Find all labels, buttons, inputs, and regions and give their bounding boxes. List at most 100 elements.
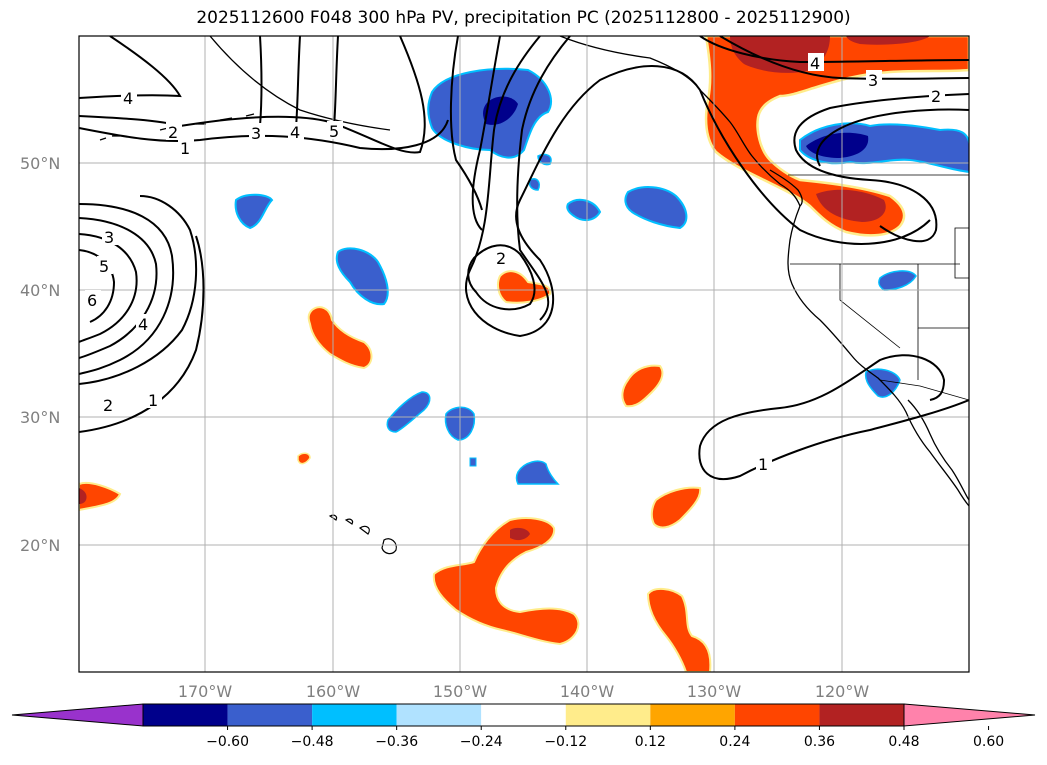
hawaii-maui [358,525,370,535]
lon-label: 160°W [306,682,361,701]
lat-label: 30°N [20,408,60,427]
contour-ridge-1 [449,36,483,211]
pos-patch-135w [621,364,664,408]
contour-e-1-low [816,108,969,167]
lon-label: 130°W [687,682,742,701]
neg-patch-dot [469,457,477,467]
positive-precip-patches [79,36,969,672]
lon-label: 120°W [815,682,870,701]
colorbar-tick-label: −0.48 [291,734,334,750]
pos-patch-133w [646,588,712,672]
pos-patch-hawaii-core [510,527,530,541]
contour-nw-4 [79,36,182,99]
colorbar-segment [650,704,735,726]
colorbar-extend-low [11,703,144,727]
latitude-labels: 50°N 40°N 30°N 20°N [20,154,60,555]
neg-patch-small-b [528,178,541,191]
pos-patch-hawaii-arc [432,517,580,646]
contour-trough-big [465,36,931,338]
contour-w-3 [79,249,116,323]
contour-label: 3 [104,228,114,247]
contour-label: 2 [168,123,178,142]
colorbar-tick-label: 0.24 [719,734,750,750]
colorbar-extend-high [903,703,1036,727]
contour-3 [259,36,263,127]
lat-label: 40°N [20,281,60,300]
colorbar-tick-label: 0.36 [804,734,835,750]
contour-e-3 [719,36,969,80]
contour-label: 4 [290,123,300,142]
coast-alaska-penin [209,36,391,131]
contour-label: 3 [868,71,878,90]
colorbar-tick-label: −0.24 [460,734,503,750]
coast-bc-alaska [559,36,801,207]
contour-label: 2 [931,87,941,106]
pos-patch-small-a [297,452,311,465]
contour-2-closed [467,244,536,311]
lon-label: 150°W [433,682,488,701]
contour-label: 5 [99,257,109,276]
map-title: 2025112600 F048 300 hPa PV, precipitatio… [196,8,851,28]
contour-label: 2 [103,396,113,415]
colorbar-segment [481,704,566,726]
neg-patch-135w [624,186,688,230]
neg-patch-166w [234,193,274,230]
contour-trough-2 [516,36,571,321]
longitude-labels: 170°W 160°W 150°W 140°W 130°W 120°W [178,682,870,701]
coast-west-us [787,205,969,507]
contour-w-4 [79,233,138,343]
contour-4 [295,36,301,129]
state-borders [788,174,969,401]
pos-patch-130w [650,486,702,529]
colorbar: −0.60 −0.48 −0.36 −0.24 −0.12 0.12 0.24 0.36 0.4… [11,703,1036,750]
neg-patch-gulf-core [483,96,518,125]
islands [99,113,397,555]
colorbar-segment [396,704,482,726]
contour-w-2 [79,195,198,385]
map-frame [78,35,970,673]
contour-label: 1 [148,391,158,410]
pos-patch-coast-core [730,36,830,73]
coastlines [209,36,969,507]
contour-label: 4 [138,315,148,334]
contour-label: 4 [123,89,133,108]
contour-5 [333,36,339,129]
contour-label: 1 [758,455,768,474]
colorbar-tick-label: −0.60 [206,734,249,750]
colorbar-outline [142,703,905,727]
colorbar-tick-label: 0.48 [888,734,919,750]
neg-patch-utah [878,270,917,291]
colorbar-segment [227,704,313,726]
pos-patch-coast-core-2 [846,36,930,45]
pos-patch-west-edge [79,482,122,512]
contour-w-closed-6 [79,203,175,375]
contour-label: 3 [251,124,261,143]
contour-label: 4 [810,54,820,73]
colorbar-segment [734,704,820,726]
colorbar-segment [312,704,397,726]
neg-patch-140w-a [566,198,602,222]
colorbar-tick-label: 0.60 [973,734,1004,750]
contour-1-southeast [698,354,969,481]
contour-w-5 [79,217,158,359]
aleutians [99,113,255,141]
contour-label: 6 [87,291,97,310]
coast-baja-inner [907,399,969,501]
border-mexico [879,379,969,401]
contour-w-1 [79,235,205,433]
colorbar-tick-label: −0.36 [375,734,418,750]
pos-patch-coast-north [704,36,969,237]
pos-patch-oregon-core [816,189,886,222]
contour-label: 5 [329,122,339,141]
contour-label: 2 [496,249,506,268]
lat-label: 20°N [20,536,60,555]
hawaii-kauai [328,514,338,521]
pv-contours [79,36,969,481]
contour-e-2-loop [793,93,969,243]
lat-label: 50°N [20,154,60,173]
pos-patch-145w [497,270,552,304]
contour-label: 1 [180,139,190,158]
colorbar-segment [565,704,651,726]
contour-ne-1 [79,119,449,151]
